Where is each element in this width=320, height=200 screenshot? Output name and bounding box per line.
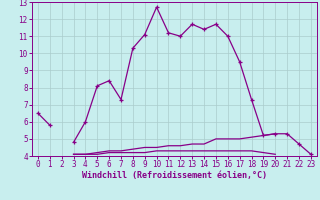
X-axis label: Windchill (Refroidissement éolien,°C): Windchill (Refroidissement éolien,°C) [82, 171, 267, 180]
